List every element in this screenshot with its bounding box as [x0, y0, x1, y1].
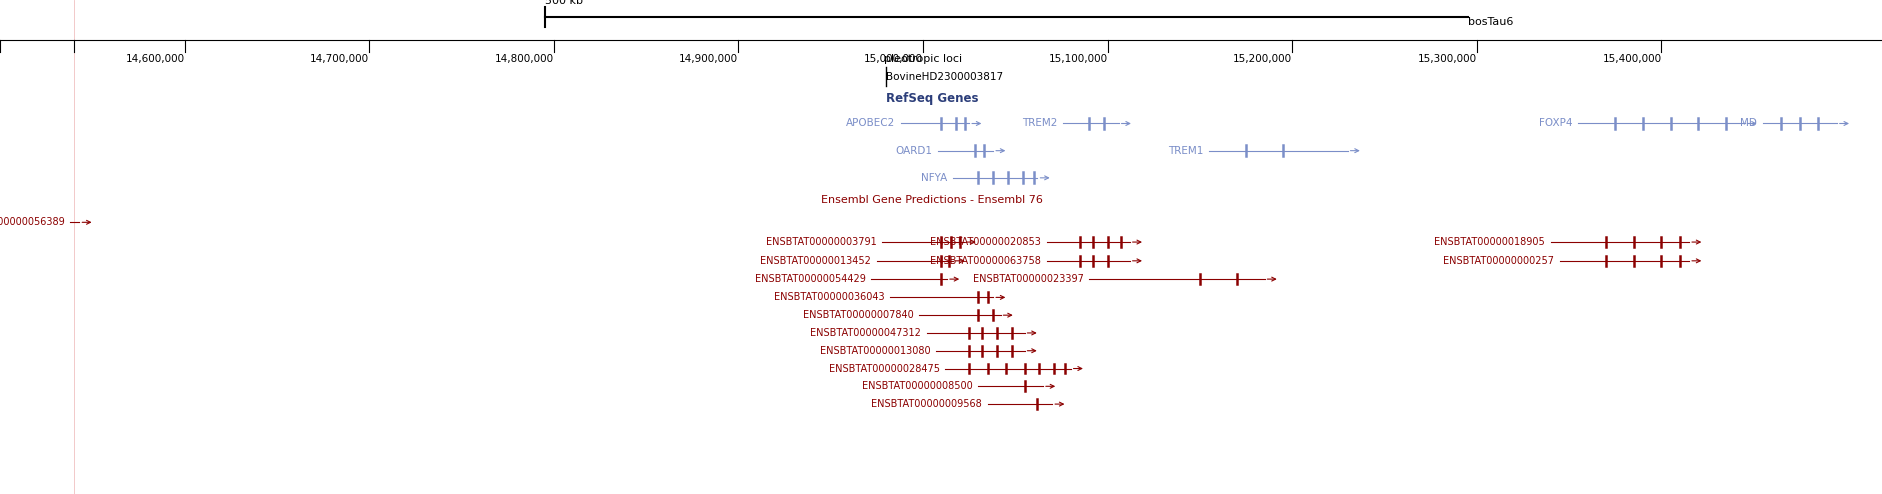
- Text: ENSBTAT00000063758: ENSBTAT00000063758: [930, 256, 1041, 266]
- Text: 14,900,000: 14,900,000: [679, 54, 738, 64]
- Text: NFYA: NFYA: [920, 173, 947, 183]
- Text: ENSBTAT00000023397: ENSBTAT00000023397: [973, 274, 1082, 284]
- Text: 15,400,000: 15,400,000: [1602, 54, 1660, 64]
- Text: pleotropic loci: pleotropic loci: [883, 54, 962, 64]
- Text: ENSBTAT00000008500: ENSBTAT00000008500: [862, 381, 973, 391]
- Text: 15,200,000: 15,200,000: [1233, 54, 1291, 64]
- Text: TREM1: TREM1: [1167, 146, 1203, 156]
- Text: 15,000,000: 15,000,000: [864, 54, 922, 64]
- Text: OARD1: OARD1: [894, 146, 932, 156]
- Text: ENSBTAT00000036043: ENSBTAT00000036043: [774, 292, 885, 302]
- Text: APOBEC2: APOBEC2: [845, 119, 894, 128]
- Text: 15,100,000: 15,100,000: [1048, 54, 1107, 64]
- Text: ENSBTAT00000047312: ENSBTAT00000047312: [809, 328, 920, 338]
- Text: 14,600,000: 14,600,000: [126, 54, 184, 64]
- Text: FOXP4: FOXP4: [1538, 119, 1571, 128]
- Text: 14,700,000: 14,700,000: [311, 54, 369, 64]
- Text: TREM2: TREM2: [1022, 119, 1058, 128]
- Text: ENSBTAT00000013452: ENSBTAT00000013452: [760, 256, 871, 266]
- Text: 15,300,000: 15,300,000: [1417, 54, 1475, 64]
- Text: 14,800,000: 14,800,000: [495, 54, 553, 64]
- Text: RefSeq Genes: RefSeq Genes: [886, 92, 979, 105]
- Text: ENSBTAT00000056389: ENSBTAT00000056389: [0, 217, 64, 227]
- Text: ENSBTAT00000020853: ENSBTAT00000020853: [930, 237, 1041, 247]
- Text: ENSBTAT00000018905: ENSBTAT00000018905: [1434, 237, 1545, 247]
- Text: ENSBTAT00000054429: ENSBTAT00000054429: [755, 274, 866, 284]
- Text: BovineHD2300003817: BovineHD2300003817: [886, 72, 1003, 82]
- Text: Ensembl Gene Predictions - Ensembl 76: Ensembl Gene Predictions - Ensembl 76: [821, 195, 1043, 205]
- Text: bosTau6: bosTau6: [1466, 17, 1513, 27]
- Text: ENSBTAT00000009568: ENSBTAT00000009568: [871, 399, 982, 409]
- Text: ENSBTAT00000028475: ENSBTAT00000028475: [828, 364, 939, 373]
- Text: ENSBTAT00000003791: ENSBTAT00000003791: [766, 237, 877, 247]
- Text: 500 kb: 500 kb: [544, 0, 582, 6]
- Text: ENSBTAT00000013080: ENSBTAT00000013080: [819, 346, 930, 356]
- Text: ENSBTAT00000007840: ENSBTAT00000007840: [802, 310, 913, 320]
- Text: MD: MD: [1739, 119, 1756, 128]
- Text: ENSBTAT00000000257: ENSBTAT00000000257: [1442, 256, 1553, 266]
